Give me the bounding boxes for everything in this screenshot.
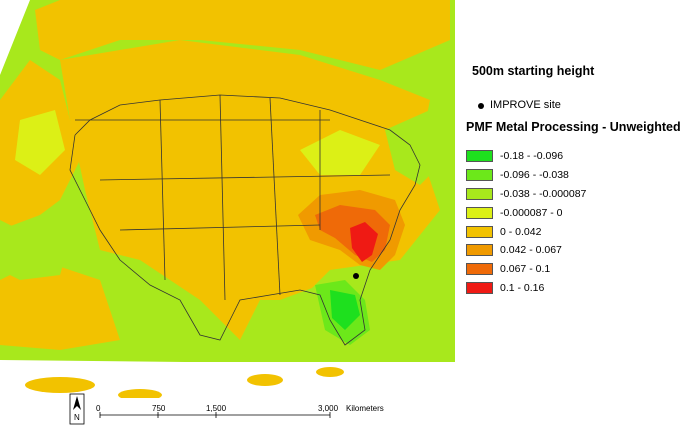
legend-label: 0.067 - 0.1 xyxy=(500,263,551,276)
legend-item: 0.067 - 0.1 xyxy=(466,260,586,279)
legend-label: 0 - 0.042 xyxy=(500,225,542,238)
legend-subtitle: PMF Metal Processing - Unweighted xyxy=(466,120,681,134)
scale-tick-label: 750 xyxy=(152,404,166,413)
legend-item: 0.042 - 0.067 xyxy=(466,241,586,260)
legend-title: 500m starting height xyxy=(472,64,595,78)
improve-site-label: IMPROVE site xyxy=(490,99,561,111)
island-shape xyxy=(247,374,283,386)
island-shape xyxy=(316,367,344,377)
legend-label: 0.042 - 0.067 xyxy=(500,244,562,257)
green-patch-sw xyxy=(0,215,70,280)
island-shape xyxy=(25,377,95,393)
scale-bar: 0 750 1,500 3,000 Kilometers xyxy=(92,398,450,424)
legend-swatch xyxy=(466,281,493,294)
legend-item: 0.1 - 0.16 xyxy=(466,279,586,298)
scale-tick-label: 3,000 xyxy=(318,404,339,413)
legend-item: 0 - 0.042 xyxy=(466,222,586,241)
legend-swatch xyxy=(466,150,493,163)
yellow-band-south xyxy=(0,260,120,350)
legend-label: 0.1 - 0.16 xyxy=(500,281,545,294)
north-arrow-label: N xyxy=(74,413,80,422)
legend-swatch xyxy=(466,244,493,257)
lime-patch-west xyxy=(15,110,65,175)
boundary-lines xyxy=(69,94,421,346)
map-canvas: N 0 750 1,500 3,000 Kilometers xyxy=(0,0,455,425)
improve-site-icon xyxy=(478,103,484,109)
legend-item: -0.18 - -0.096 xyxy=(466,147,586,166)
hotspot-inner xyxy=(350,222,378,262)
scale-tick-label: 0 xyxy=(96,404,101,413)
north-arrow: N xyxy=(69,393,85,425)
legend-label: -0.096 - -0.038 xyxy=(500,169,569,182)
legend-item: -0.096 - -0.038 xyxy=(466,166,586,185)
legend-label: -0.038 - -0.000087 xyxy=(500,187,587,200)
legend-label: -0.18 - -0.096 xyxy=(500,150,564,163)
legend-swatch xyxy=(466,263,493,276)
legend-item: -0.000087 - 0 xyxy=(466,203,586,222)
improve-site-marker xyxy=(353,273,359,279)
scale-tick-label: 1,500 xyxy=(206,404,227,413)
green-patch-ne xyxy=(385,110,445,185)
legend-item: -0.038 - -0.000087 xyxy=(466,185,586,204)
legend-list: -0.18 - -0.096 -0.096 - -0.038 -0.038 - … xyxy=(466,147,586,297)
scale-unit-label: Kilometers xyxy=(346,404,384,413)
legend-swatch xyxy=(466,206,493,219)
legend-swatch xyxy=(466,169,493,182)
legend-swatch xyxy=(466,225,493,238)
legend-swatch xyxy=(466,187,493,200)
green-patch-florida-strong xyxy=(330,290,360,330)
yellow-band-north xyxy=(35,0,450,70)
legend-label: -0.000087 - 0 xyxy=(500,206,563,219)
